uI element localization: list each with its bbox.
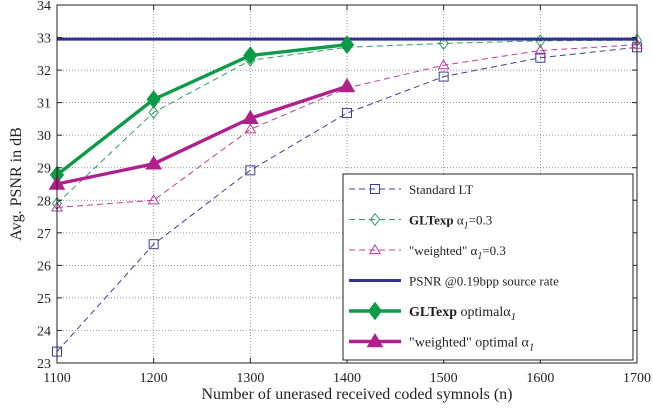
x-tick-label: 1600: [526, 371, 554, 386]
series-point: [437, 59, 450, 70]
legend-label: Standard LT: [409, 182, 473, 197]
series-line: [56, 84, 348, 186]
legend: Standard LT GLTexp α1=0.3 "weighted" α1=0.…: [342, 173, 634, 361]
y-axis-label: Avg. PSNR in dB: [8, 127, 25, 241]
y-tick-label: 32: [37, 64, 51, 79]
y-tick-label: 23: [37, 357, 51, 372]
series-point: [438, 71, 449, 82]
y-tick-label: 25: [37, 292, 51, 307]
series-point: [244, 123, 257, 134]
series-line: [55, 43, 348, 177]
legend-label: GLTexp α1=0.3: [409, 213, 492, 232]
series-point: [243, 46, 258, 65]
tick-marks: [56, 4, 638, 364]
legend-marker: [368, 243, 382, 255]
x-tick-label: 1300: [236, 371, 264, 386]
x-tick-label: 1500: [430, 371, 458, 386]
series-point: [338, 77, 356, 93]
x-tick-label: 1100: [43, 371, 70, 386]
series-point: [146, 90, 161, 109]
series-point: [241, 109, 259, 124]
series-point: [535, 52, 546, 63]
y-tick-label: 27: [37, 227, 51, 242]
legend-marker: [367, 301, 383, 321]
y-tick-label: 24: [37, 324, 51, 339]
series-line: [56, 46, 638, 352]
y-tick-label: 34: [37, 0, 51, 14]
y-tick-label: 31: [37, 97, 51, 112]
series-point: [534, 44, 547, 55]
legend-label: "weighted" optimal α1: [409, 336, 534, 354]
x-tick-label: 1700: [623, 371, 651, 386]
series-layer: [48, 33, 644, 357]
series-point: [145, 155, 163, 170]
series-5: [48, 77, 356, 190]
series-point: [147, 194, 160, 205]
y-tick-label: 28: [37, 194, 51, 209]
legend-label: PSNR @0.19bpp source rate: [409, 274, 559, 289]
x-tick-label: 1400: [333, 371, 361, 386]
legend-marker: [366, 333, 384, 348]
legend-marker: [370, 184, 380, 194]
x-tick-label: 1200: [140, 371, 168, 386]
legend-label: GLTexp optimalα1: [409, 305, 516, 323]
y-tick-label: 33: [37, 32, 51, 47]
series-point: [148, 239, 159, 250]
series-point: [148, 105, 159, 120]
y-tick-label: 26: [37, 259, 51, 274]
y-tick-label: 29: [37, 162, 51, 177]
y-tick-label: 30: [37, 129, 51, 144]
legend-marker: [369, 212, 381, 227]
series-point: [245, 165, 256, 176]
legend-label: "weighted" α1=0.3: [409, 243, 506, 262]
series-point: [342, 108, 352, 119]
series-point: [339, 35, 355, 54]
series-point: [438, 36, 449, 51]
tick-labels: 1100 1200 1300 1400 1500 1600 1700 23 24 25 26 27 28…: [37, 0, 651, 386]
x-axis-label: Number of unerased received coded symnol…: [202, 386, 513, 403]
legend-box: [342, 173, 634, 361]
